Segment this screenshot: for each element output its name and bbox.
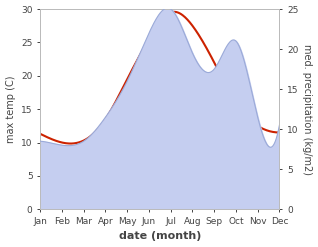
Y-axis label: med. precipitation (kg/m2): med. precipitation (kg/m2)	[302, 44, 313, 175]
X-axis label: date (month): date (month)	[119, 231, 201, 242]
Y-axis label: max temp (C): max temp (C)	[5, 75, 16, 143]
